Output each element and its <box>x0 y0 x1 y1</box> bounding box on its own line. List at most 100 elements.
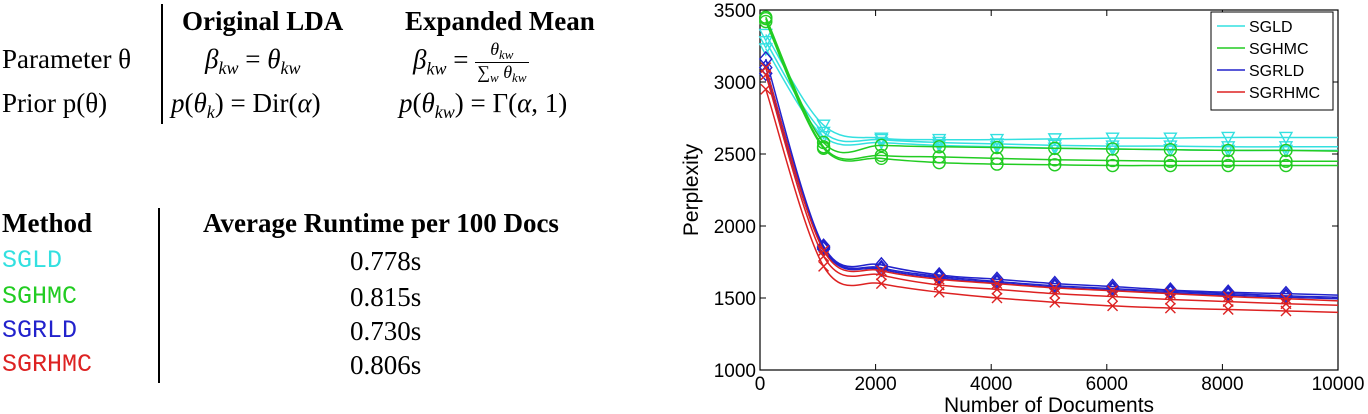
data-point-sghmc <box>932 155 946 170</box>
data-point-sghmc <box>1279 158 1293 173</box>
series-line-sghmc <box>765 21 1338 167</box>
x-tick-label: 10000 <box>1312 374 1365 395</box>
parameterization-table: Original LDA Expanded Mean Parameter θ P… <box>0 0 650 130</box>
formula-original-parameter: βkw = θkw <box>205 44 301 78</box>
data-point-sgld <box>758 35 773 50</box>
formula-original-prior: p(θk) = Dir(α) <box>171 88 321 122</box>
row-label-prior: Prior p(θ) <box>2 88 108 118</box>
legend-label-sgrld: SGRLD <box>1249 63 1304 80</box>
data-point-sgrhmc <box>1222 291 1234 303</box>
series-line-sgld <box>765 34 1338 141</box>
data-point-sgrhmc <box>1107 300 1119 312</box>
data-point-sgrhmc <box>991 283 1003 295</box>
data-point-sgrhmc <box>760 69 772 81</box>
header-method: Method <box>2 208 92 238</box>
data-point-sgld <box>1278 131 1294 145</box>
data-point-sghmc <box>932 140 946 154</box>
data-point-sghmc <box>1279 143 1293 158</box>
row-label-parameter: Parameter θ <box>2 44 132 74</box>
header-expanded-mean: Expanded Mean <box>405 6 595 36</box>
data-point-sghmc <box>1105 158 1120 173</box>
data-point-sgrhmc <box>1222 296 1234 308</box>
data-point-sgrhmc <box>1049 288 1061 300</box>
y-tick-label: 1000 <box>714 361 756 382</box>
header-original-lda: Original LDA <box>182 6 344 36</box>
runtime-sghmc: 0.815s <box>350 282 422 312</box>
data-point-sgrld <box>932 266 947 284</box>
x-tick-label: 6000 <box>1086 374 1128 395</box>
data-point-sgld <box>758 43 773 57</box>
y-tick-label: 3000 <box>714 73 756 94</box>
table-divider <box>158 208 160 383</box>
data-point-sghmc <box>1221 154 1235 168</box>
method-sgrld: SGRLD <box>2 316 78 345</box>
perplexity-chart: 0 2000 4000 6000 8000 10000 1000 1500 2000 2500 30… <box>676 0 1368 414</box>
data-point-sgrhmc <box>760 83 772 95</box>
data-point-sgrld <box>1221 284 1236 301</box>
series-line-sgrld <box>765 67 1339 299</box>
data-point-sghmc <box>759 14 773 29</box>
x-axis-label: Number of Documents <box>944 394 1154 414</box>
series-line-sgld <box>765 41 1338 148</box>
data-point-sghmc <box>990 140 1004 155</box>
runtime-sgld: 0.778s <box>350 246 422 276</box>
data-point-sghmc <box>1221 158 1235 173</box>
series-line-sghmc <box>765 18 1338 163</box>
data-point-sgld <box>1278 141 1294 155</box>
perplexity-chart-svg: 0 2000 4000 6000 8000 10000 1000 1500 2000 2500 30… <box>680 1 1365 414</box>
data-point-sgrhmc <box>818 260 830 272</box>
data-point-sghmc <box>874 151 889 166</box>
legend-box <box>1210 11 1334 111</box>
x-tick-label: 0 <box>755 374 766 395</box>
data-point-sgrhmc <box>1049 296 1061 308</box>
data-point-sgld <box>989 138 1005 152</box>
data-point-sghmc <box>1221 143 1235 158</box>
data-point-sgld <box>1163 140 1178 154</box>
data-point-sgld <box>758 28 773 42</box>
data-point-sgld <box>816 126 831 140</box>
data-point-sgrhmc <box>933 286 945 298</box>
data-point-sgrhmc <box>875 278 887 290</box>
data-point-sgrhmc <box>875 269 887 281</box>
data-point-sgld <box>874 136 889 150</box>
legend-label-sgrhmc: SGRHMC <box>1249 85 1320 102</box>
runtime-sgrld: 0.730s <box>350 316 422 346</box>
y-tick-label: 3500 <box>714 1 756 22</box>
y-axis-label: Perplexity <box>680 143 703 236</box>
series-line-sgrhmc <box>765 88 1339 314</box>
data-point-sgrhmc <box>991 292 1003 304</box>
data-point-sgrld <box>816 239 831 256</box>
data-point-sghmc <box>1163 154 1178 168</box>
data-point-sgrld <box>1047 275 1062 292</box>
data-point-sgld <box>989 133 1005 148</box>
data-point-sgld <box>1105 140 1120 154</box>
method-sgld: SGLD <box>2 246 63 275</box>
data-point-sgld <box>1047 139 1062 153</box>
runtime-table: Method Average Runtime per 100 Docs SGLD… <box>0 200 650 390</box>
data-point-sgld <box>932 136 947 150</box>
y-tick-label: 2000 <box>714 217 756 238</box>
data-point-sghmc <box>816 141 831 155</box>
series-line-sgrhmc <box>765 74 1339 306</box>
data-point-sgrld <box>1105 278 1120 295</box>
data-point-sgld <box>1047 133 1062 147</box>
data-point-sgld <box>816 119 831 133</box>
data-point-sgrld <box>1279 285 1293 302</box>
x-tick-label: 2000 <box>854 374 896 395</box>
data-point-sgrld <box>990 271 1004 288</box>
data-point-sgrhmc <box>1222 304 1234 316</box>
legend-label-sgld: SGLD <box>1249 19 1293 36</box>
header-runtime: Average Runtime per 100 Docs <box>203 208 559 238</box>
data-point-sgrhmc <box>1280 293 1292 305</box>
formula-expanded-prior: p(θkw) = Γ(α, 1) <box>399 88 568 122</box>
series-line-sghmc <box>765 16 1339 154</box>
data-point-sghmc <box>874 138 889 153</box>
data-point-sghmc <box>1279 154 1293 168</box>
table-divider <box>161 4 163 124</box>
data-point-sgrhmc <box>1164 293 1176 305</box>
data-point-sgrld <box>1163 282 1178 299</box>
method-sgrhmc: SGRHMC <box>2 350 93 379</box>
runtime-sgrhmc: 0.806s <box>350 350 422 380</box>
data-point-sghmc <box>1105 153 1120 168</box>
data-point-sghmc <box>1048 153 1062 167</box>
